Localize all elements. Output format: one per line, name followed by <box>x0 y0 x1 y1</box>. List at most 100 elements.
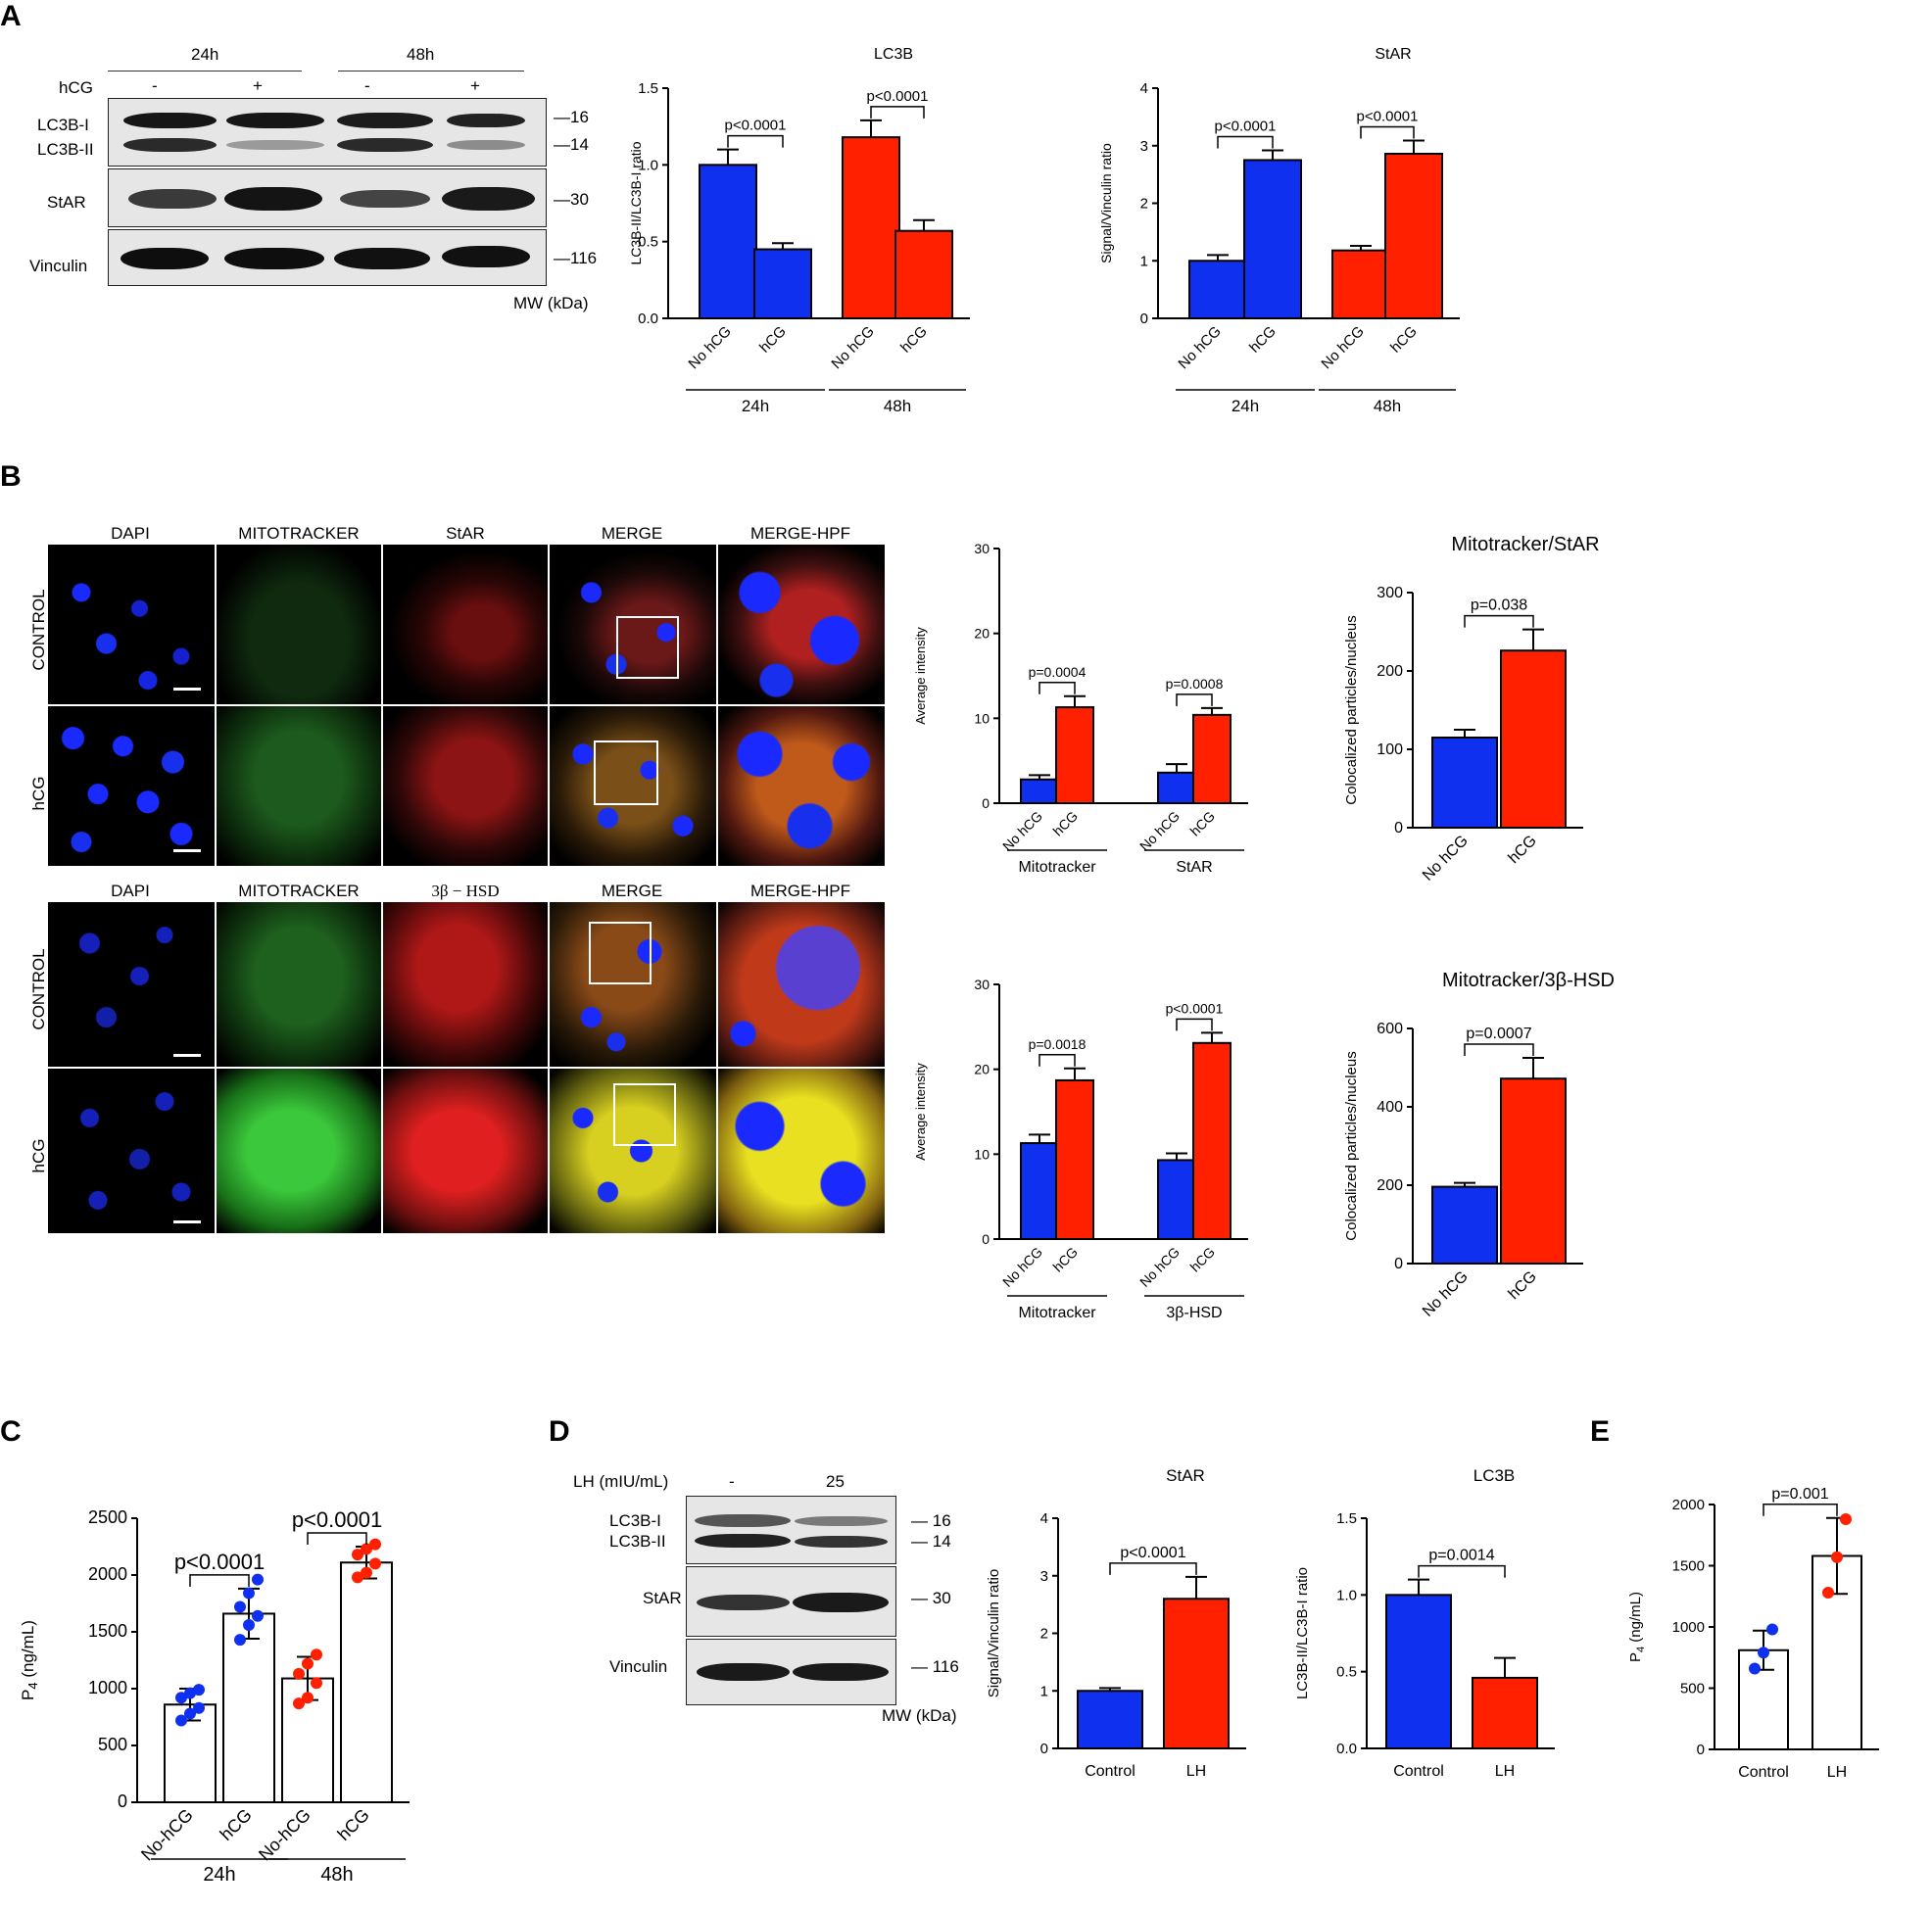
y-axis-label: Average intensity <box>913 627 928 725</box>
x-tick-label: No hCG <box>999 1244 1045 1290</box>
y-tick-label: 2000 <box>88 1564 127 1584</box>
data-point <box>1840 1513 1852 1525</box>
p-value-label: p=0.0018 <box>1029 1036 1087 1052</box>
y-tick-label: 2500 <box>88 1507 127 1527</box>
micro-row-label: hCG <box>29 776 48 811</box>
scale-bar <box>173 1054 201 1057</box>
y-tick-label: 1500 <box>88 1621 127 1641</box>
data-point <box>243 1587 255 1600</box>
y-tick-label: 10 <box>974 710 990 726</box>
data-point <box>193 1701 205 1714</box>
y-tick-label: 1.0 <box>1336 1587 1357 1603</box>
data-point <box>1758 1647 1769 1659</box>
micro-header: MERGE <box>601 524 663 543</box>
data-point <box>234 1600 246 1613</box>
x-tick-label: No hCG <box>1136 808 1183 854</box>
data-point <box>293 1667 305 1680</box>
panel-letter-a: A <box>0 0 22 32</box>
bar <box>1243 159 1302 319</box>
bar <box>340 1561 393 1803</box>
y-tick-label: 0 <box>1140 311 1148 327</box>
y-tick-label: 1 <box>1040 1683 1048 1699</box>
significance-bracket <box>1464 614 1534 628</box>
x-tick-label: Control <box>1393 1763 1444 1780</box>
chart-b-coloc2: Mitotracker/3β-HSD 0 200 400 600 Colocalized … <box>1343 970 1615 1320</box>
micro-header: MERGE <box>601 882 663 900</box>
blot-d-mw-marker: — 30 <box>911 1589 951 1607</box>
scale-bar <box>173 1220 201 1223</box>
data-point <box>361 1566 372 1579</box>
data-point <box>175 1692 187 1704</box>
blot-a-bracket-24h <box>108 71 302 72</box>
significance-bracket <box>727 134 784 148</box>
group-label: 24h <box>1232 397 1259 415</box>
significance-bracket <box>1217 135 1274 149</box>
y-tick-label: 4 <box>1040 1510 1048 1527</box>
blot-d-row-label: Vinculin <box>609 1657 668 1676</box>
bar <box>1431 1185 1498 1266</box>
blot-d-row-label: LC3B-I <box>609 1511 661 1530</box>
chart-e-p4: 0 500 1000 1500 2000 P4 (ng/mL) Control LH p=0.0… <box>1627 1486 1879 1781</box>
bar <box>1157 1159 1196 1240</box>
y-tick-label: 4 <box>1140 80 1148 97</box>
chart-title: LC3B <box>1473 1466 1516 1485</box>
zoom-region-box <box>616 616 679 679</box>
micro-image-merge-hpf <box>717 1068 886 1234</box>
significance-bracket <box>1763 1504 1838 1516</box>
bar <box>1188 260 1247 319</box>
micro-header: MERGE-HPF <box>750 882 850 900</box>
y-tick-label: 0 <box>1697 1742 1705 1758</box>
data-point <box>352 1549 363 1561</box>
group-label: Mitotracker <box>1018 1305 1096 1321</box>
micro-header: MITOTRACKER <box>238 882 360 900</box>
micro-image-merge <box>549 544 717 705</box>
scale-bar <box>173 849 201 852</box>
zoom-region-box <box>594 741 658 805</box>
y-axis-label: P4 (ng/mL) <box>1627 1592 1647 1662</box>
y-tick-label: 3 <box>1040 1568 1048 1585</box>
blot-d-mw-marker: — 16 <box>911 1511 951 1530</box>
bar <box>1331 249 1390 319</box>
data-point <box>1766 1623 1778 1636</box>
blot-a-row-label: Vinculin <box>29 257 88 275</box>
data-point <box>252 1609 264 1622</box>
chart-title: Mitotracker/StAR <box>1451 534 1599 555</box>
zoom-region-box <box>589 922 652 984</box>
data-point <box>369 1557 381 1570</box>
micro-image-dapi <box>47 1068 216 1234</box>
data-point <box>193 1684 205 1696</box>
y-axis-label: Signal/Vinculin ratio <box>1098 143 1114 263</box>
y-tick-label: 1.5 <box>638 80 658 97</box>
bar <box>1163 1598 1230 1749</box>
blot-a-sign: + <box>470 76 480 95</box>
micro-image-dapi <box>47 901 216 1068</box>
group-label: Mitotracker <box>1018 859 1096 876</box>
y-tick-label: 1500 <box>1672 1558 1705 1575</box>
significance-bracket <box>1038 682 1076 694</box>
y-tick-label: 500 <box>98 1735 127 1754</box>
micro-row-label: CONTROL <box>29 948 48 1030</box>
significance-bracket <box>1176 1018 1213 1031</box>
p-value-label: p<0.0001 <box>1120 1545 1185 1561</box>
significance-bracket <box>1360 125 1415 139</box>
y-tick-label: 20 <box>974 1062 990 1077</box>
x-tick-label: hCG <box>1246 323 1280 357</box>
significance-bracket <box>1109 1562 1197 1575</box>
micro-image-3b-hsd <box>382 1068 549 1234</box>
blot-d-lc3b-strip <box>686 1496 896 1564</box>
micro-image-mitotracker <box>216 1068 382 1234</box>
significance-bracket <box>870 106 925 119</box>
x-tick-label: LH <box>1495 1763 1515 1780</box>
micro-header: DAPI <box>111 882 150 900</box>
data-point <box>311 1677 322 1690</box>
y-axis-label: Signal/Vinculin ratio <box>986 1569 1002 1697</box>
y-tick-label: 0 <box>1394 820 1403 836</box>
micro-image-star <box>382 544 549 705</box>
y-tick-label: 30 <box>974 977 990 992</box>
bar <box>164 1703 217 1804</box>
data-point <box>311 1648 322 1661</box>
y-axis-label: Average intensity <box>913 1063 928 1161</box>
